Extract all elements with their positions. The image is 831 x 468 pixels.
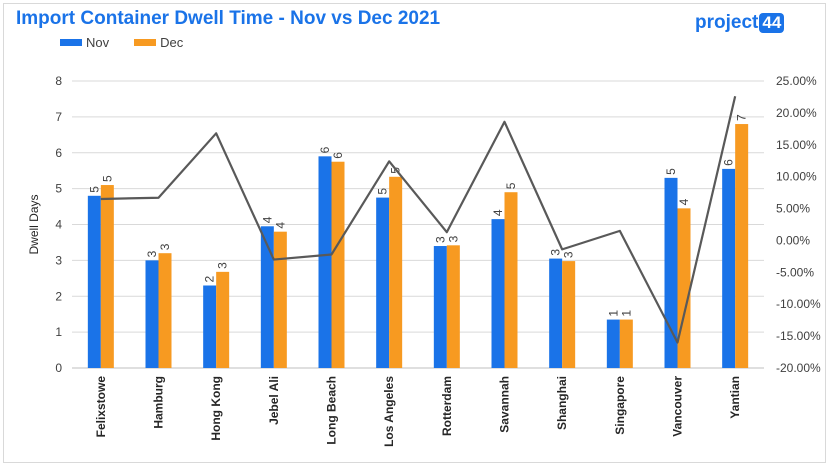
y-tick-label: 6 (55, 146, 62, 160)
logo-text: project (695, 12, 759, 33)
data-label-nov: 5 (664, 168, 678, 175)
category-label: Felixstowe (94, 376, 108, 438)
legend-item-dec: Dec (134, 35, 183, 50)
category-label: Long Beach (325, 376, 339, 445)
bar-dec (446, 245, 460, 368)
bar-nov (664, 177, 678, 368)
bar-nov (318, 156, 332, 368)
bar-nov (260, 226, 274, 368)
data-label-nov: 3 (549, 249, 563, 256)
bar-nov (549, 258, 563, 368)
bar-nov (491, 219, 505, 368)
bar-dec (389, 176, 403, 368)
bar-nov (87, 195, 101, 368)
data-label-nov: 3 (145, 250, 159, 257)
category-label: Hamburg (152, 376, 166, 429)
data-label-dec: 4 (677, 198, 691, 205)
category-label: Vancouver (671, 376, 685, 437)
y2-tick-label: -10.00% (776, 297, 821, 311)
y2-tick-label: 0.00% (776, 233, 810, 247)
data-label-dec: 3 (446, 235, 460, 242)
y2-tick-label: -5.00% (776, 265, 814, 279)
bar-nov (606, 319, 620, 368)
chart-frame (3, 3, 826, 463)
bar-dec (273, 231, 287, 368)
data-label-nov: 5 (87, 186, 101, 193)
y2-tick-label: -15.00% (776, 329, 821, 343)
legend-label-nov: Nov (86, 35, 110, 50)
legend: Nov Dec (60, 35, 208, 50)
bar-dec (735, 124, 749, 368)
y-tick-label: 0 (55, 361, 62, 375)
data-label-dec: 3 (562, 251, 576, 258)
category-label: Jebel Ali (267, 376, 281, 425)
y-axis-title: Dwell Days (27, 194, 41, 254)
legend-item-nov: Nov (60, 35, 109, 50)
bar-dec (619, 319, 633, 368)
category-label: Los Angeles (382, 376, 396, 447)
data-label-dec: 6 (331, 152, 345, 159)
bar-dec (331, 161, 345, 368)
y-tick-label: 8 (55, 74, 62, 88)
legend-label-dec: Dec (160, 35, 184, 50)
data-label-dec: 1 (619, 310, 633, 317)
data-label-nov: 1 (606, 310, 620, 317)
bar-dec (504, 192, 518, 368)
bar-dec (677, 208, 691, 368)
chart-title: Import Container Dwell Time - Nov vs Dec… (16, 8, 441, 29)
data-label-dec: 7 (735, 114, 749, 121)
data-label-dec: 4 (273, 222, 287, 229)
legend-swatch-dec (134, 39, 157, 46)
bar-nov (433, 246, 447, 368)
data-label-nov: 6 (318, 146, 332, 153)
logo-number: 44 (759, 13, 785, 33)
data-label-nov: 5 (376, 188, 390, 195)
bar-nov (376, 197, 390, 368)
y2-tick-label: 20.00% (776, 106, 817, 120)
data-label-nov: 6 (722, 159, 736, 166)
y2-tick-label: 15.00% (776, 138, 817, 152)
category-label: Hong Kong (209, 376, 223, 441)
data-label-dec: 5 (504, 182, 518, 189)
data-label-nov: 4 (260, 216, 274, 223)
category-label: Shanghai (555, 376, 569, 430)
bar-nov (722, 168, 736, 368)
data-label-dec: 3 (216, 262, 230, 269)
y2-tick-label: 10.00% (776, 170, 817, 184)
y2-tick-label: 25.00% (776, 74, 817, 88)
y-tick-label: 4 (55, 218, 62, 232)
data-label-nov: 2 (203, 275, 217, 282)
data-label-nov: 3 (433, 236, 447, 243)
project44-logo: project 44 (695, 12, 785, 34)
data-label-nov: 4 (491, 209, 505, 216)
bar-nov (145, 260, 159, 368)
series-line-change (100, 96, 737, 344)
y-tick-label: 5 (55, 182, 62, 196)
y-tick-label: 1 (55, 325, 62, 339)
y-tick-label: 3 (55, 253, 62, 267)
y2-tick-label: 5.00% (776, 202, 810, 216)
bar-nov (203, 285, 217, 368)
category-label: Savannah (498, 376, 512, 433)
data-label-dec: 5 (100, 175, 114, 182)
category-label: Singapore (613, 376, 627, 435)
bar-dec (562, 261, 576, 368)
y-tick-label: 2 (55, 289, 62, 303)
category-label: Rotterdam (440, 376, 454, 436)
legend-swatch-nov (60, 39, 82, 46)
y2-tick-label: -20.00% (776, 361, 821, 375)
category-label: Yantian (728, 376, 742, 419)
bar-dec (158, 253, 172, 368)
bar-dec (216, 271, 230, 368)
bar-dec (100, 185, 114, 368)
y-tick-label: 7 (55, 110, 62, 124)
data-label-dec: 3 (158, 243, 172, 250)
